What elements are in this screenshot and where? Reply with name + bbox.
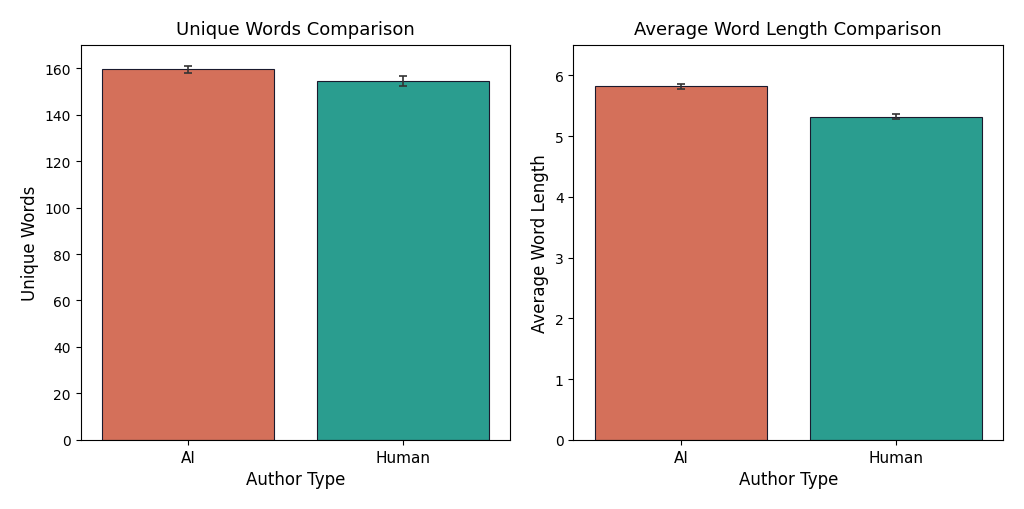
Title: Unique Words Comparison: Unique Words Comparison [176,21,415,39]
Bar [810,118,982,440]
Bar [317,82,488,440]
Title: Average Word Length Comparison: Average Word Length Comparison [635,21,942,39]
X-axis label: Author Type: Author Type [246,470,345,488]
Y-axis label: Unique Words: Unique Words [20,185,39,300]
Y-axis label: Average Word Length: Average Word Length [531,154,549,332]
Bar [595,87,767,440]
X-axis label: Author Type: Author Type [738,470,838,488]
Bar [102,70,274,440]
